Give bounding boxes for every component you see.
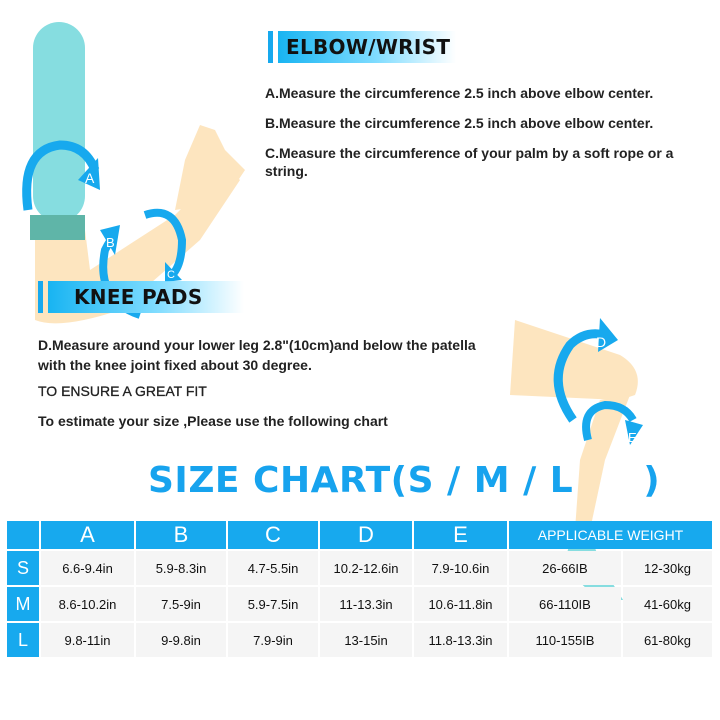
header-a: A bbox=[41, 521, 134, 549]
hand bbox=[175, 125, 245, 210]
elbow-wrist-title: ELBOW/WRIST bbox=[278, 31, 456, 63]
size-chart-title-close: ) bbox=[643, 460, 661, 501]
header-e: E bbox=[414, 521, 507, 549]
size-label: L bbox=[7, 623, 39, 657]
arrow-c-icon bbox=[143, 208, 187, 278]
table-row: S 6.6-9.4in 5.9-8.3in 4.7-5.5in 10.2-12.… bbox=[7, 551, 712, 585]
cell: 13-15in bbox=[320, 623, 412, 657]
cell: 5.9-8.3in bbox=[136, 551, 226, 585]
arrow-a-icon bbox=[22, 140, 100, 211]
cell: 11.8-13.3in bbox=[414, 623, 507, 657]
lower-leg bbox=[575, 395, 630, 530]
cell: 8.6-10.2in bbox=[41, 587, 134, 621]
header-corner bbox=[7, 521, 39, 549]
cell: 6.6-9.4in bbox=[41, 551, 134, 585]
knee-pads-heading: KNEE PADS bbox=[38, 281, 244, 313]
label-a: A bbox=[85, 170, 95, 186]
cell: 7.5-9in bbox=[136, 587, 226, 621]
size-chart-title-text: SIZE CHART(S / M / L bbox=[148, 460, 574, 501]
arrow-e-icon bbox=[582, 400, 637, 442]
cell: 7.9-9in bbox=[228, 623, 318, 657]
cell: 9.8-11in bbox=[41, 623, 134, 657]
label-c: C bbox=[167, 269, 175, 281]
chart-note: To estimate your size ,Please use the fo… bbox=[38, 413, 388, 429]
cell: 26-66IB bbox=[509, 551, 621, 585]
table-row: M 8.6-10.2in 7.5-9in 5.9-7.5in 11-13.3in… bbox=[7, 587, 712, 621]
knee-pads-title: KNEE PADS bbox=[48, 281, 244, 313]
sleeve-band bbox=[30, 215, 85, 240]
instruction-c: C.Measure the circumference of your palm… bbox=[265, 145, 674, 179]
label-b: B bbox=[106, 235, 115, 250]
instruction-b: B.Measure the circumference 2.5 inch abo… bbox=[265, 115, 654, 131]
size-chart-table: A B C D E APPLICABLE WEIGHT S 6.6-9.4in … bbox=[5, 519, 714, 659]
heading-accent-bar bbox=[38, 281, 43, 313]
cell: 9-9.8in bbox=[136, 623, 226, 657]
header-d: D bbox=[320, 521, 412, 549]
size-label: M bbox=[7, 587, 39, 621]
elbow-wrist-heading: ELBOW/WRIST bbox=[268, 31, 456, 63]
size-chart-title: SIZE CHART(S / M / L) bbox=[148, 460, 660, 501]
cell: 110-155IB bbox=[509, 623, 621, 657]
heading-accent-bar bbox=[268, 31, 273, 63]
cell: 5.9-7.5in bbox=[228, 587, 318, 621]
table-header-row: A B C D E APPLICABLE WEIGHT bbox=[7, 521, 712, 549]
cell: 10.2-12.6in bbox=[320, 551, 412, 585]
header-b: B bbox=[136, 521, 226, 549]
cell: 61-80kg bbox=[622, 623, 712, 657]
instruction-a: A.Measure the circumference 2.5 inch abo… bbox=[265, 85, 654, 101]
fit-note: TO ENSURE A GREAT FIT bbox=[38, 383, 207, 399]
label-d: D bbox=[596, 334, 606, 350]
label-e-visible: E bbox=[628, 430, 637, 445]
cell: 12-30kg bbox=[622, 551, 712, 585]
cell: 11-13.3in bbox=[320, 587, 412, 621]
header-weight: APPLICABLE WEIGHT bbox=[509, 521, 712, 549]
instruction-d: D.Measure around your lower leg 2.8"(10c… bbox=[38, 337, 476, 373]
cell: 66-110IB bbox=[509, 587, 621, 621]
cell: 7.9-10.6in bbox=[414, 551, 507, 585]
size-label: S bbox=[7, 551, 39, 585]
cell: 4.7-5.5in bbox=[228, 551, 318, 585]
cell: 10.6-11.8in bbox=[414, 587, 507, 621]
arrow-d-icon bbox=[553, 329, 607, 423]
header-c: C bbox=[228, 521, 318, 549]
thigh bbox=[510, 320, 638, 400]
table-row: L 9.8-11in 9-9.8in 7.9-9in 13-15in 11.8-… bbox=[7, 623, 712, 657]
cell: 41-60kg bbox=[622, 587, 712, 621]
sleeve bbox=[33, 22, 85, 222]
